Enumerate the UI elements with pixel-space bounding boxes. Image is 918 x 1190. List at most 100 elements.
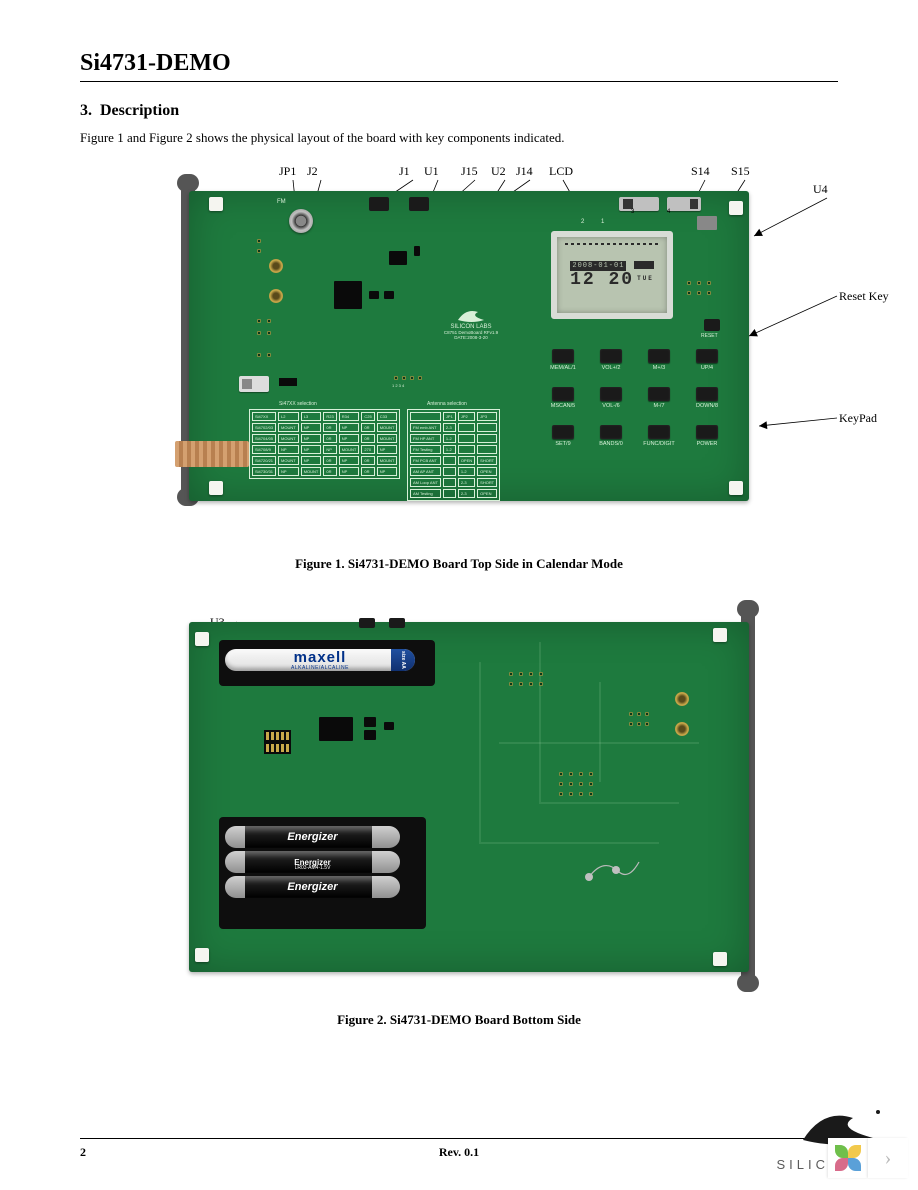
chip-u3 — [319, 717, 353, 741]
standoff — [195, 948, 209, 962]
connector-j4-sma — [269, 289, 283, 303]
keypad-key: VOL+/2 — [589, 349, 633, 383]
marker-2: 2 — [581, 219, 584, 225]
silk-logo: SILICON LABS C8751 DemoBoard RFv1.9 DATE… — [421, 306, 521, 340]
callout-u4: U4 — [813, 182, 828, 197]
keypad-label: M-/7 — [637, 403, 681, 409]
chip-u4 — [697, 216, 717, 230]
chip-small — [364, 730, 376, 740]
switch-s14 — [619, 197, 659, 211]
pcb-bottom: maxell ALKALINE/ALCALINE size AA — [189, 622, 749, 972]
callout-u1: U1 — [424, 164, 439, 179]
standoff — [209, 481, 223, 495]
standoff — [713, 952, 727, 966]
keypad-label: SET/9 — [541, 441, 585, 447]
chip-small — [369, 291, 379, 299]
document-header: Si4731-DEMO — [80, 50, 838, 82]
header-j5-row2 — [264, 742, 291, 754]
keypad-key: SET/9 — [541, 425, 585, 459]
reset-silk: RESET — [701, 333, 718, 339]
keypad-key: DOWN/8 — [685, 387, 729, 421]
keypad-key: BANDS/0 — [589, 425, 633, 459]
battery-maxell: maxell ALKALINE/ALCALINE size AA — [225, 649, 415, 671]
reset-button — [704, 319, 720, 331]
keypad-key: MEM/AL/1 — [541, 349, 585, 383]
keypad-key: POWER — [685, 425, 729, 459]
keypad-key: VOL-/6 — [589, 387, 633, 421]
antenna-end-top — [177, 174, 199, 192]
standoff — [729, 481, 743, 495]
keypad-key: UP/4 — [685, 349, 729, 383]
header-j5 — [264, 730, 291, 742]
silk-table-si47xx: Si47XXL2L3R23R34C25C33 Si4702/03MOUNTNP0… — [249, 409, 400, 479]
jack-j14 — [409, 197, 429, 211]
callout-j15: J15 — [461, 164, 478, 179]
nav-widget: › — [828, 1138, 908, 1178]
intro-text: Figure 1 and Figure 2 shows the physical… — [80, 130, 838, 146]
keypad-label: BANDS/0 — [589, 441, 633, 447]
keypad-label: UP/4 — [685, 365, 729, 371]
silk-table2-title: Antenna selection — [427, 401, 467, 407]
chip-small — [414, 246, 420, 256]
callout-j1: J1 — [399, 164, 410, 179]
keypad-key: MSCAN/5 — [541, 387, 585, 421]
keypad-label: DOWN/8 — [685, 403, 729, 409]
battery-holder-aa: maxell ALKALINE/ALCALINE size AA — [219, 640, 435, 686]
connector-j1-bnc — [289, 209, 313, 233]
callout-u2: U2 — [491, 164, 506, 179]
keypad-key: M-/7 — [637, 387, 681, 421]
battery-energizer-2: Energizer LR03·AM4·1.5V — [225, 851, 400, 873]
keypad: MEM/AL/1 VOL+/2 M+/3 UP/4 MSCAN/5 VOL-/6 M-/7 D… — [541, 349, 729, 459]
marker-1: 1 — [601, 219, 604, 225]
silk-table1-title: Si47XX selection — [279, 401, 317, 407]
keypad-key: M+/3 — [637, 349, 681, 383]
pcb-top: FM — [189, 191, 749, 501]
silk-table-antenna: JP1JP2JP3 FM emb ANT2-3 FM HP ANT1-2 FM … — [407, 409, 500, 501]
antenna-end — [737, 600, 759, 618]
ferrite-wrap — [175, 441, 249, 467]
document-title: Si4731-DEMO — [80, 50, 231, 76]
pinwheel-icon — [835, 1145, 861, 1171]
chip-small — [384, 722, 394, 730]
sma-bottom-1 — [675, 692, 689, 706]
figure-2: U3J5 maxell ALKALIN — [80, 602, 838, 1002]
nav-pinwheel-button[interactable] — [828, 1138, 868, 1178]
callout-j14: J14 — [516, 164, 533, 179]
section-heading: 3. Description — [80, 102, 838, 120]
battery-energizer-3: Energizer — [225, 876, 400, 898]
callout-s15: S15 — [731, 164, 750, 179]
callout-s14: S14 — [691, 164, 710, 179]
chevron-right-icon: › — [885, 1147, 892, 1170]
chip-u2 — [389, 251, 407, 265]
jack-j15 — [369, 197, 389, 211]
chip-small — [364, 717, 376, 727]
jack-top1 — [359, 618, 375, 628]
antenna-end — [737, 974, 759, 992]
keypad-label: POWER — [685, 441, 729, 447]
marker-3: 3 — [631, 209, 634, 215]
page-number: 2 — [80, 1145, 86, 1160]
lcd-time: 12 20TUE — [557, 270, 667, 290]
battery-energizer-1: Energizer — [225, 826, 400, 848]
keypad-label: VOL+/2 — [589, 365, 633, 371]
standoff — [209, 197, 223, 211]
keypad-label: VOL-/6 — [589, 403, 633, 409]
figure2-caption: Figure 2. Si4731-DEMO Board Bottom Side — [80, 1012, 838, 1028]
standoff — [729, 201, 743, 215]
page-footer: 2 Rev. 0.1 — [80, 1138, 838, 1160]
figure-1: JP1J2J1U1J15U2J14LCDS14S15U4JP2J3T1J4JP4… — [80, 166, 838, 546]
keypad-label: FUNC/DIGIT — [637, 441, 681, 447]
silk-date-text: DATE:2008-3-20 — [421, 335, 521, 340]
lcd-date: 2008-01-01 — [557, 255, 667, 270]
marker-4: 4 — [667, 209, 670, 215]
revision: Rev. 0.1 — [80, 1145, 838, 1160]
nav-next-button[interactable]: › — [868, 1138, 908, 1178]
keypad-label: MSCAN/5 — [541, 403, 585, 409]
callout-keypad: KeyPad — [839, 411, 877, 426]
silk-fm: FM — [277, 199, 286, 205]
section-title: Description — [100, 102, 179, 119]
connector-j3-sma — [269, 259, 283, 273]
battery-holder-aaa: Energizer Energizer LR03·AM4·1.5V Energi… — [219, 817, 426, 929]
keypad-label: M+/3 — [637, 365, 681, 371]
callout-jp1: JP1 — [279, 164, 296, 179]
